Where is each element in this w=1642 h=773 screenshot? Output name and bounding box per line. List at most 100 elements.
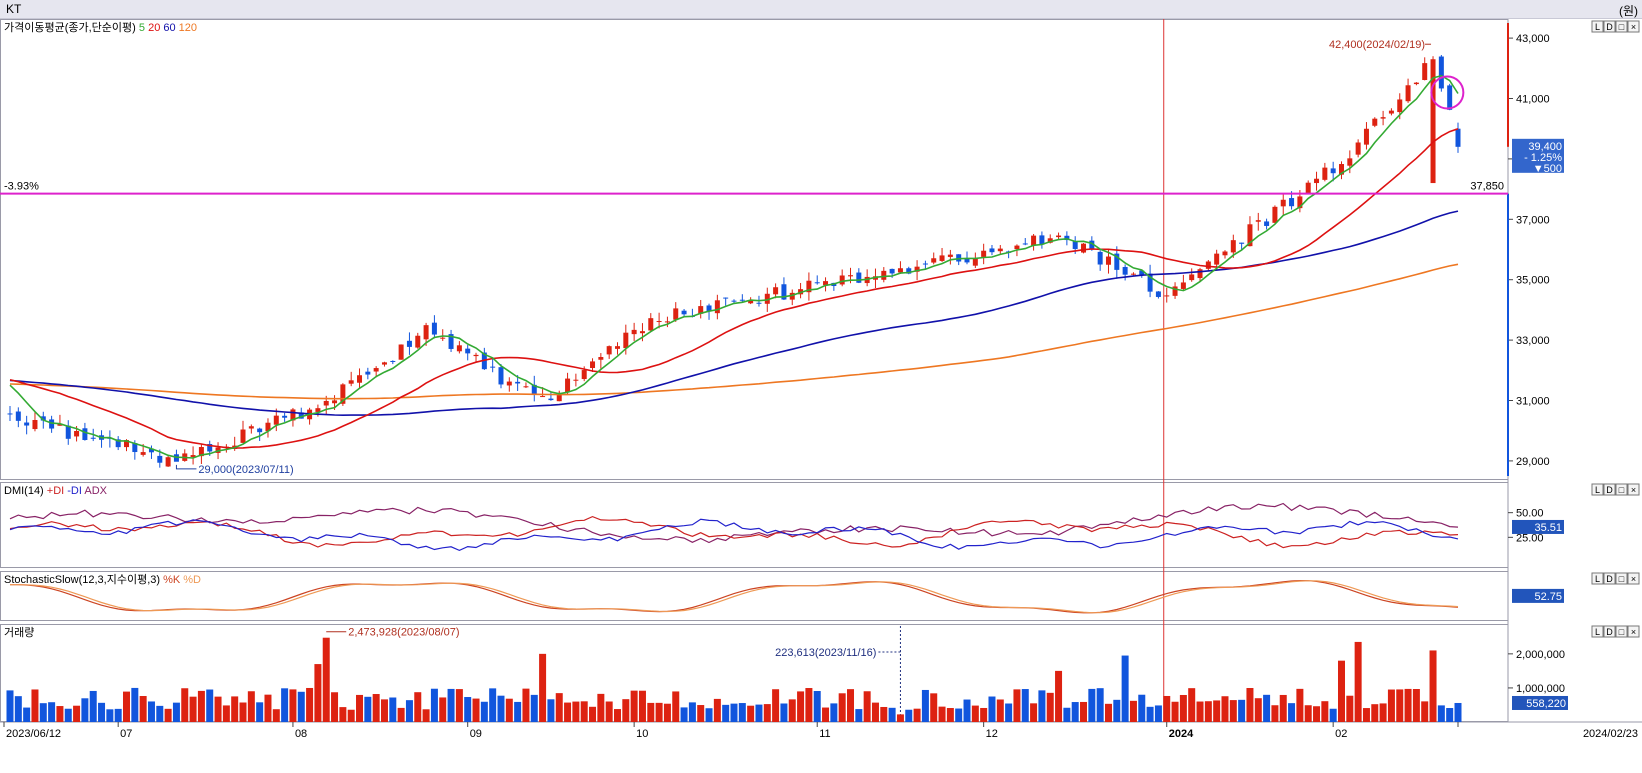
volume-bar bbox=[356, 694, 364, 722]
candle-body bbox=[989, 248, 995, 253]
candle-body bbox=[157, 455, 163, 463]
pane-button[interactable] bbox=[1603, 20, 1616, 33]
volume-bar bbox=[380, 699, 388, 722]
candle-body bbox=[806, 280, 812, 293]
volume-bar bbox=[505, 698, 513, 722]
pane-button[interactable] bbox=[1591, 625, 1604, 638]
volume-bar bbox=[988, 696, 996, 722]
pane-button[interactable] bbox=[1615, 483, 1628, 496]
window-titlebar: KT (원) bbox=[0, 0, 1642, 19]
support-pct-label: -3.93% bbox=[4, 181, 39, 193]
volume-bar bbox=[1288, 703, 1296, 722]
pane-button[interactable] bbox=[1591, 572, 1604, 585]
candle-body bbox=[1189, 274, 1195, 281]
candle-body bbox=[357, 375, 363, 383]
candle-body bbox=[540, 396, 546, 398]
volume-bar bbox=[605, 701, 613, 722]
volume-bar bbox=[680, 707, 688, 722]
price-tick-label: 37,000 bbox=[1516, 214, 1550, 226]
candle-body bbox=[40, 416, 46, 421]
candle-body bbox=[298, 412, 304, 419]
pane-button-label: L bbox=[1595, 574, 1600, 584]
volume-bar bbox=[247, 691, 255, 722]
ma20-line bbox=[9, 127, 1459, 449]
candle-body bbox=[332, 400, 338, 404]
pane-button-label: D bbox=[1606, 22, 1613, 32]
volume-bar bbox=[1071, 702, 1079, 722]
pane-button[interactable] bbox=[1603, 572, 1616, 585]
volume-bar bbox=[855, 709, 863, 722]
pane-stoch bbox=[0, 571, 1509, 621]
volume-bar bbox=[1421, 701, 1429, 722]
candle-body bbox=[856, 272, 862, 283]
candle-body bbox=[348, 380, 354, 384]
volume-bar bbox=[1254, 698, 1262, 722]
candle-body bbox=[1280, 199, 1286, 207]
volume-bar bbox=[930, 693, 938, 722]
volume-bar bbox=[472, 698, 480, 722]
volume-bar bbox=[613, 709, 621, 722]
volume-bar bbox=[963, 699, 971, 722]
candle-body bbox=[257, 428, 263, 433]
candle-body bbox=[65, 425, 71, 439]
volume-bar bbox=[888, 707, 896, 722]
volume-bar bbox=[1138, 694, 1146, 722]
volume-bar bbox=[172, 702, 180, 722]
pane-button[interactable] bbox=[1627, 625, 1640, 638]
pane-button[interactable] bbox=[1627, 572, 1640, 585]
pane-button-label: □ bbox=[1619, 627, 1625, 637]
volume-bar bbox=[430, 688, 438, 722]
volume-bar bbox=[1221, 696, 1229, 722]
pane-button[interactable] bbox=[1627, 20, 1640, 33]
candle-body bbox=[198, 447, 204, 457]
candle-body bbox=[789, 292, 795, 300]
pane-button[interactable] bbox=[1615, 20, 1628, 33]
candle-body bbox=[190, 455, 196, 457]
candle-body bbox=[1264, 221, 1270, 226]
candle-body bbox=[681, 310, 687, 315]
volume-bar bbox=[697, 705, 705, 722]
pane-button[interactable] bbox=[1615, 625, 1628, 638]
candle-body bbox=[1230, 240, 1236, 253]
pane-button[interactable] bbox=[1615, 572, 1628, 585]
x-tick-label: 10 bbox=[636, 728, 648, 740]
volume-bar bbox=[788, 699, 796, 722]
candle-body bbox=[897, 268, 903, 273]
pane-button-label: D bbox=[1606, 627, 1613, 637]
pane-button[interactable] bbox=[1627, 483, 1640, 496]
candle-body bbox=[1438, 56, 1444, 89]
candle-body bbox=[814, 282, 820, 284]
volume-bar bbox=[1387, 689, 1395, 722]
volume-bar bbox=[1313, 706, 1321, 722]
volume-bar bbox=[1188, 688, 1196, 722]
pane-button[interactable] bbox=[1591, 483, 1604, 496]
volume-bar bbox=[763, 704, 771, 722]
unit-label: (원) bbox=[1618, 4, 1638, 18]
candle-body bbox=[115, 439, 121, 448]
volume-annot-label: 223,613(2023/11/16) bbox=[775, 647, 876, 659]
current-price: 39,400 bbox=[1528, 141, 1562, 153]
volume-bar bbox=[439, 697, 447, 722]
pane-button[interactable] bbox=[1591, 20, 1604, 33]
candle-body bbox=[1430, 59, 1436, 184]
volume-bar bbox=[980, 707, 988, 722]
volume-bar bbox=[880, 706, 888, 722]
pane-button[interactable] bbox=[1603, 625, 1616, 638]
candle-body bbox=[922, 263, 928, 265]
volume-bar bbox=[1329, 708, 1337, 722]
volume-bar bbox=[397, 707, 405, 722]
pane-dmi bbox=[0, 482, 1509, 568]
min-price-pointer bbox=[175, 464, 197, 470]
x-tick-label: 2023/06/12 bbox=[6, 728, 61, 740]
candle-body bbox=[1388, 110, 1394, 114]
candle-body bbox=[556, 392, 562, 402]
volume-bar bbox=[81, 698, 89, 722]
window-title: KT bbox=[6, 2, 22, 16]
candle-body bbox=[248, 426, 254, 429]
candle-body bbox=[931, 258, 937, 263]
volume-bar bbox=[630, 690, 638, 722]
volume-bar bbox=[597, 693, 605, 722]
pane-button[interactable] bbox=[1603, 483, 1616, 496]
volume-bar bbox=[514, 701, 522, 722]
